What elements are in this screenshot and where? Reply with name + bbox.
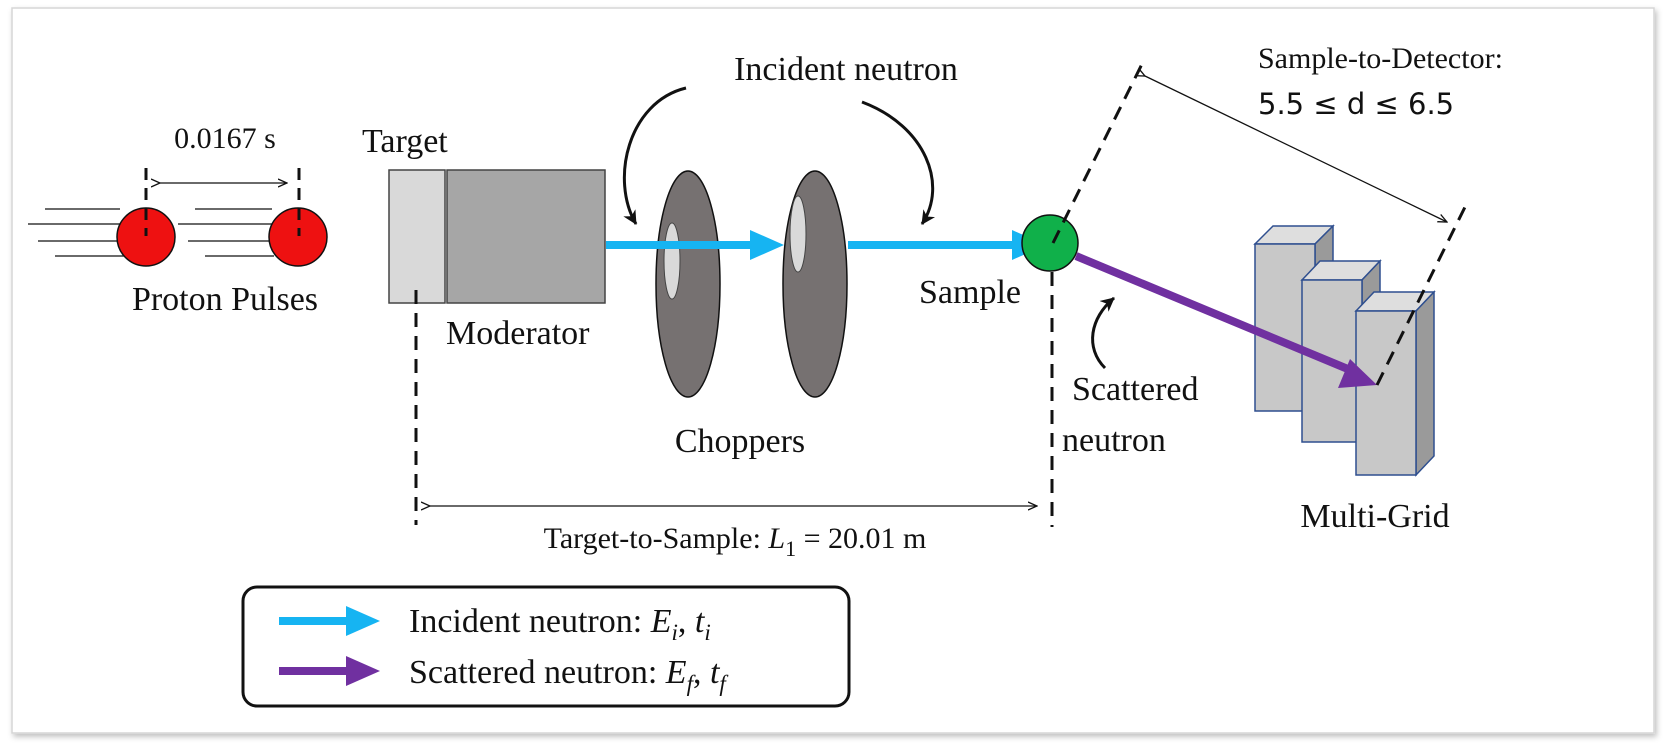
legend-scattered-swatch — [279, 667, 351, 675]
multigrid-label: Multi-Grid — [1300, 498, 1449, 535]
proton-pulses: 0.0167 s Proton Pulses — [28, 122, 328, 318]
proton-pulses-label: Proton Pulses — [132, 281, 318, 318]
incident-arrowhead-1 — [750, 230, 784, 260]
legend: Incident neutron: Ei, ti Scattered neutr… — [241, 585, 851, 708]
incident-beam-segment-1 — [606, 241, 756, 249]
s2d-arrow — [1145, 76, 1447, 222]
scattered-curve-arrow — [1091, 296, 1115, 370]
sample-label: Sample — [919, 274, 1021, 311]
moderator-label: Moderator — [446, 315, 590, 352]
legend-incident-label: Incident neutron: Ei, ti — [409, 603, 711, 645]
legend-incident-swatch — [279, 617, 351, 625]
choppers-label: Choppers — [675, 423, 805, 460]
legend-scattered-label: Scattered neutron: Ef, tf — [409, 654, 729, 696]
choppers: Choppers — [655, 170, 848, 460]
target-moderator: Target Moderator — [362, 123, 606, 352]
legend-item-scattered: Scattered neutron: Ef, tf — [279, 654, 729, 696]
scattered-beam — [1074, 252, 1377, 388]
sample-to-detector: Sample-to-Detector: 5.5 ≤ d ≤ 6.5 — [1051, 42, 1503, 386]
chopper-slit-1 — [663, 222, 681, 300]
chopper-slit-2 — [789, 195, 807, 273]
incident-curve-arrow-right — [861, 100, 936, 225]
target-label: Target — [362, 123, 448, 160]
target-to-sample-label: Target-to-Sample: L1 = 20.01 m — [544, 522, 927, 561]
proton-trail-lines — [28, 208, 282, 257]
incident-callout: Incident neutron — [622, 51, 958, 225]
s2d-dashed-line-near — [1051, 61, 1145, 244]
sample: Sample — [919, 214, 1079, 311]
legend-item-incident: Incident neutron: Ei, ti — [279, 603, 711, 645]
detector-module-3 — [1354, 290, 1436, 477]
s2d-range: 5.5 ≤ d ≤ 6.5 — [1258, 87, 1454, 121]
incident-neutron-label: Incident neutron — [734, 51, 958, 88]
target-block — [388, 169, 446, 304]
moderator-block — [446, 169, 606, 304]
scattered-beam-line — [1074, 252, 1357, 376]
sample-sphere — [1021, 214, 1079, 272]
s2d-dashed-line-far — [1375, 202, 1469, 386]
legend-incident-arrowhead — [346, 606, 380, 636]
incident-beam-segment-2 — [848, 241, 1018, 249]
legend-scattered-arrowhead — [346, 656, 380, 686]
pulse-period-label: 0.0167 s — [174, 122, 276, 155]
scattered-label-line-1: Scattered — [1072, 371, 1199, 408]
incident-curve-arrow-left — [622, 86, 687, 225]
legend-box — [241, 585, 851, 708]
distance-markers: Target-to-Sample: L1 = 20.01 m — [414, 272, 1054, 561]
s2d-title: Sample-to-Detector: — [1258, 42, 1503, 75]
scattered-arrowhead — [1338, 359, 1377, 388]
scattered-label-line-2: neutron — [1062, 422, 1166, 459]
